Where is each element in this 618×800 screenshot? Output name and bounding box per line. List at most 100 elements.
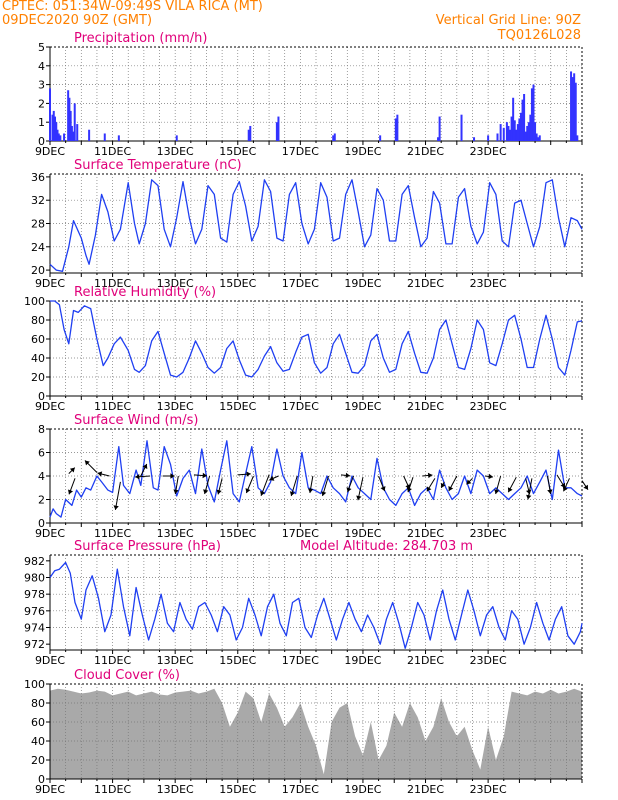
press-panel: 972 974 976 978 980 982 9DEC 11DEC 13DEC 15DEC 17D…: [24, 539, 583, 667]
x-tick-label: 21DEC: [407, 145, 444, 158]
y-tick-label: 3: [38, 79, 45, 92]
x-tick-label: 15DEC: [219, 277, 256, 290]
x-tick-label: 17DEC: [282, 654, 319, 667]
precip-bar: [103, 133, 106, 141]
x-tick-label: 9DEC: [35, 400, 65, 413]
y-tick-label: 0: [38, 135, 45, 148]
x-tick-label: 19DEC: [344, 277, 381, 290]
precip-bar: [499, 124, 502, 141]
x-tick-label: 23DEC: [470, 145, 507, 158]
wind-vector-head: [68, 489, 73, 495]
precip-bar: [70, 125, 73, 141]
wind-vector-head: [356, 495, 362, 501]
x-tick-label: 19DEC: [344, 527, 381, 540]
precip-bar: [518, 118, 521, 141]
precip-title: Precipitation (mm/h): [74, 31, 207, 46]
precip-bar: [502, 127, 505, 141]
wind-panel: 0 2 4 6 8 9DEC 11DEC 13DEC 15DEC 17DEC 19DEC 21DEC 2…: [35, 413, 589, 540]
y-tick-label: 8: [38, 423, 45, 436]
precip-panel: 0 1 2 3 4 5 9DEC 11DEC 13DEC 15DEC 17DEC 19DEC 21DEC…: [35, 31, 583, 158]
y-tick-label: 982: [24, 555, 45, 568]
precip-bar: [537, 137, 540, 141]
x-tick-label: 9DEC: [35, 654, 65, 667]
precip-bar: [574, 82, 577, 141]
precip-bar: [277, 116, 280, 141]
precip-bar: [487, 135, 490, 141]
precip-bar: [63, 133, 66, 141]
precip-bar: [524, 131, 527, 141]
precip-bar: [512, 97, 515, 141]
y-tick-label: 24: [31, 241, 45, 254]
y-tick-label: 20: [31, 264, 45, 277]
precip-bar: [51, 114, 54, 141]
x-tick-label: 21DEC: [407, 277, 444, 290]
y-tick-label: 80: [31, 314, 45, 327]
precip-bar: [515, 129, 518, 141]
y-tick-label: 974: [24, 622, 45, 635]
wind-vector-head: [246, 471, 251, 477]
precip-bar: [88, 129, 91, 141]
y-tick-label: 1: [38, 116, 45, 129]
vertical-grid-note: Vertical Grid Line: 90Z: [435, 13, 581, 28]
wind-vector-head: [427, 472, 433, 479]
precip-bar: [55, 122, 58, 141]
precip-bar: [535, 133, 538, 141]
precip-bar: [521, 99, 524, 141]
y-tick-label: 2: [38, 97, 45, 110]
precip-bar: [516, 124, 519, 141]
precip-bar: [69, 110, 72, 141]
y-tick-label: 20: [31, 754, 45, 767]
precip-bar: [59, 135, 62, 141]
precip-bar: [76, 124, 79, 141]
temp-series-line: [49, 179, 583, 272]
model-altitude-label: Model Altitude: 284.703 m: [300, 539, 473, 554]
y-tick-label: 0: [38, 773, 45, 786]
precip-bar: [507, 125, 510, 141]
wind-vector-head: [203, 489, 209, 494]
wind-vector-head: [526, 494, 532, 500]
precip-bar: [72, 131, 75, 141]
wind-vector-head: [345, 472, 350, 478]
y-tick-label: 972: [24, 638, 45, 651]
precip-bar: [333, 133, 336, 141]
precip-bar: [57, 133, 60, 141]
x-tick-label: 13DEC: [157, 527, 194, 540]
x-tick-label: 19DEC: [344, 783, 381, 796]
wind-vector-head: [260, 490, 266, 496]
x-tick-label: 21DEC: [407, 783, 444, 796]
precip-bar: [526, 125, 529, 141]
precip-bar: [175, 135, 178, 141]
precip-bar: [247, 129, 250, 141]
wind-vector-head: [494, 489, 500, 494]
rh-title: Relative Humidity (%): [74, 285, 216, 300]
precip-bar: [396, 114, 399, 141]
wind-vector-head: [84, 460, 90, 466]
x-tick-label: 13DEC: [157, 400, 194, 413]
wind-vector-head: [583, 484, 588, 490]
x-tick-label: 21DEC: [407, 400, 444, 413]
precip-bar: [54, 116, 57, 141]
y-tick-label: 5: [38, 41, 45, 54]
precip-bar: [332, 135, 335, 141]
x-tick-label: 11DEC: [94, 783, 131, 796]
x-tick-label: 15DEC: [219, 654, 256, 667]
x-tick-label: 15DEC: [219, 527, 256, 540]
x-tick-label: 11DEC: [94, 400, 131, 413]
y-tick-label: 20: [31, 371, 45, 384]
x-tick-label: 11DEC: [94, 654, 131, 667]
wind-series-line: [49, 440, 583, 518]
precip-bar: [438, 116, 441, 141]
precip-bar: [249, 125, 252, 141]
temp-title: Surface Temperature (nC): [74, 158, 242, 173]
x-tick-label: 17DEC: [282, 783, 319, 796]
cloud-cover-area: [50, 688, 582, 779]
y-tick-label: 60: [31, 333, 45, 346]
x-tick-label: 9DEC: [35, 277, 65, 290]
x-tick-label: 15DEC: [219, 400, 256, 413]
x-tick-label: 23DEC: [470, 783, 507, 796]
x-tick-label: 17DEC: [282, 145, 319, 158]
wind-vector-head: [308, 488, 314, 493]
precip-bar: [534, 122, 537, 141]
x-tick-label: 21DEC: [407, 527, 444, 540]
x-tick-label: 23DEC: [470, 400, 507, 413]
